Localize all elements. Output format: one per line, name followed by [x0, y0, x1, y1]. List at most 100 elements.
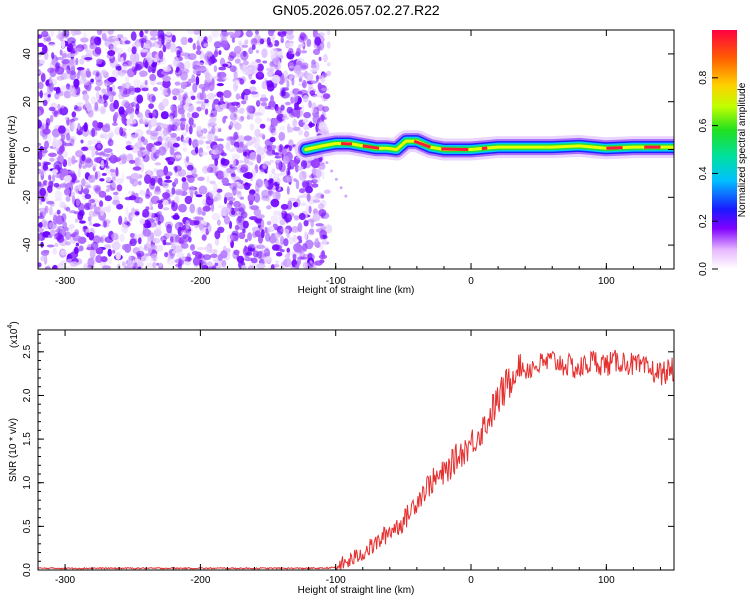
noise-cell [206, 145, 211, 149]
noise-cell [66, 170, 75, 174]
noise-cell [115, 167, 119, 177]
spectrogram-y-label: Frequency (Hz) [7, 116, 18, 185]
noise-cell [139, 30, 144, 38]
noise-cell [39, 212, 43, 218]
noise-cell [103, 100, 108, 108]
noise-cell [127, 190, 134, 195]
noise-cell [119, 126, 124, 136]
noise-cell [82, 188, 90, 195]
noise-cell [233, 78, 240, 85]
noise-cell [132, 166, 142, 171]
noise-cell [243, 135, 253, 141]
noise-cell [182, 147, 188, 152]
noise-cell [268, 30, 274, 37]
noise-cell [86, 184, 92, 189]
noise-cell [214, 41, 222, 49]
noise-cell [79, 220, 86, 224]
noise-cell [199, 92, 207, 101]
noise-cell [200, 210, 205, 216]
noise-cell [220, 209, 227, 217]
noise-cell [95, 150, 99, 156]
noise-cell [312, 213, 321, 222]
noise-cell [91, 241, 99, 251]
noise-cell [280, 165, 287, 175]
noise-cell [69, 251, 79, 259]
noise-cell [243, 145, 248, 153]
noise-cell [240, 211, 248, 219]
noise-cell [99, 178, 105, 182]
noise-cell [169, 146, 175, 156]
noise-cell [89, 205, 98, 210]
noise-cell [167, 253, 171, 262]
snr-panel: -300 -200 -100 0 100 0.0 0.5 1.0 1.5 2.0 2.5 Heig… [7, 321, 675, 596]
noise-cell [242, 88, 251, 96]
noise-cell [155, 149, 161, 157]
noise-cell [162, 192, 171, 199]
noise-cell [38, 150, 43, 161]
noise-cell [236, 212, 240, 217]
noise-cell [266, 80, 274, 88]
spectrogram-x-ticks: -300 -200 -100 0 100 [37, 30, 661, 287]
noise-cell [107, 258, 113, 265]
noise-cell [144, 30, 149, 34]
noise-cell [258, 250, 263, 259]
noise-cell [68, 70, 76, 76]
noise-cell [174, 178, 179, 185]
noise-cell [107, 139, 114, 147]
noise-cell [302, 243, 307, 252]
noise-cell [238, 232, 246, 240]
noise-cell [191, 250, 199, 256]
noise-cell [292, 126, 301, 132]
noise-cell [58, 125, 66, 134]
noise-cell [140, 49, 149, 53]
noise-cell [279, 131, 283, 142]
noise-cell [195, 206, 204, 216]
noise-cell [77, 183, 82, 192]
noise-cell [218, 50, 222, 55]
noise-cell [91, 127, 96, 138]
noise-cell [301, 43, 305, 47]
noise-cell [131, 66, 137, 72]
noise-cell [250, 257, 258, 264]
noise-cell [217, 128, 222, 133]
spectrogram-signal [294, 130, 674, 161]
noise-cell [288, 197, 297, 202]
noise-cell [42, 163, 49, 171]
noise-cell [322, 106, 330, 112]
noise-cell [129, 111, 134, 122]
noise-cell [58, 183, 68, 188]
noise-cell [248, 265, 256, 269]
noise-cell [78, 105, 82, 110]
x-tick-label: 0 [468, 276, 474, 287]
noise-cell [154, 175, 163, 183]
noise-cell [240, 115, 245, 121]
noise-cell [256, 244, 266, 250]
noise-cell [223, 31, 229, 37]
noise-cell [246, 115, 251, 120]
noise-cell [194, 190, 198, 196]
noise-cell [270, 215, 279, 225]
noise-cell [300, 50, 308, 54]
x-tick-label: 100 [598, 575, 615, 586]
noise-cell [174, 68, 182, 77]
noise-cell [242, 151, 248, 157]
noise-cell [174, 245, 184, 253]
noise-cell [256, 63, 264, 72]
noise-cell [187, 112, 191, 118]
noise-cell [275, 190, 281, 201]
y-tick-label: 1.0 [22, 475, 33, 489]
noise-cell [321, 170, 325, 180]
noise-cell [62, 58, 71, 67]
noise-cell [188, 236, 192, 243]
noise-cell [90, 96, 97, 104]
noise-cell [53, 110, 58, 117]
noise-cell [51, 128, 61, 138]
noise-cell [71, 121, 76, 131]
noise-cell [297, 166, 304, 171]
noise-cell [225, 141, 231, 151]
noise-cell [47, 94, 51, 98]
noise-cell [226, 234, 233, 244]
noise-cell [165, 31, 172, 36]
noise-cell [157, 211, 162, 217]
noise-cell [57, 30, 62, 41]
